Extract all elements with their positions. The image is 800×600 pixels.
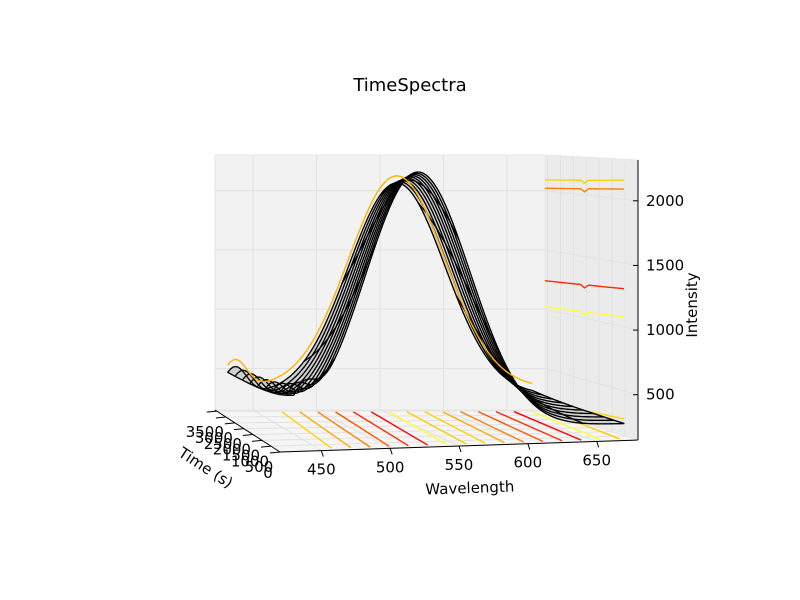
- x-tick-label: 500: [376, 458, 405, 476]
- y-tick-mark: [260, 445, 272, 448]
- grid-line-z: [215, 190, 639, 202]
- x-tick-label: 650: [582, 451, 611, 469]
- wall-projection-line: [544, 306, 625, 318]
- floor-projection-line: [370, 411, 428, 446]
- floor-projection-line: [317, 411, 371, 448]
- y-tick-label: 2000: [213, 441, 251, 459]
- y-tick-label: 3000: [195, 429, 233, 447]
- surface-cross-line: [227, 371, 294, 397]
- x-tick-mark: [527, 443, 531, 450]
- y-tick-mark: [242, 434, 253, 436]
- floor-projection-line: [281, 411, 333, 449]
- z-tick-label: 1500: [646, 256, 684, 274]
- floor-projection-line: [424, 411, 486, 444]
- z-tick-label: 1000: [646, 321, 684, 339]
- x-tick-mark: [596, 441, 600, 448]
- floor-projection-line: [299, 411, 352, 449]
- chart-title: TimeSpectra: [352, 75, 466, 96]
- surface: [226, 171, 625, 425]
- y-tick-label: 2500: [204, 435, 242, 453]
- x-tick-mark: [389, 448, 393, 455]
- wall-projection-line: [544, 179, 625, 185]
- z-tick-label: 500: [646, 386, 675, 404]
- y-tick-mark: [269, 451, 281, 454]
- x-tick-mark: [320, 450, 324, 457]
- x-tick-label: 550: [445, 456, 474, 474]
- floor-projection-line: [352, 411, 409, 447]
- floor-projection-line: [335, 411, 390, 447]
- y-tick-mark: [233, 428, 244, 431]
- y-tick-mark: [215, 416, 226, 419]
- y-tick-label: 1000: [231, 452, 269, 470]
- y-tick-mark: [206, 410, 217, 413]
- floor-projection-line: [442, 411, 505, 444]
- right-pane: [544, 154, 639, 441]
- floor-projection-line: [495, 410, 563, 442]
- wall-projection-line: [544, 187, 625, 193]
- surface-back-edge: [227, 175, 533, 385]
- wall-projection-line: [544, 280, 625, 290]
- surface-cross-line: [303, 242, 377, 363]
- floor-projection-line: [388, 411, 448, 446]
- floor-projection-line: [531, 410, 601, 441]
- floor-projection-line: [406, 411, 467, 445]
- surface-cross-line: [379, 178, 460, 241]
- grid-line-z: [215, 249, 639, 266]
- grid-line-z: [215, 308, 639, 331]
- floor-projection-line: [460, 411, 524, 443]
- y-tick-mark: [224, 422, 235, 425]
- grid-line-y: [261, 160, 613, 441]
- y-tick-label: 1500: [222, 447, 260, 465]
- x-tick-mark: [458, 445, 462, 453]
- z-axis-label: Intensity: [683, 272, 701, 337]
- surface-cross-line: [265, 357, 336, 393]
- z-tick-label: 2000: [646, 192, 684, 210]
- floor-projection-lines: [281, 410, 620, 449]
- x-tick-label: 600: [514, 454, 543, 472]
- floor-projection-line: [477, 410, 544, 443]
- z-axis-ticks: 500 1000 1500 2000: [633, 192, 684, 404]
- y-tick-label: 0: [263, 464, 273, 482]
- surface-cross-line: [493, 366, 584, 424]
- x-tick-label: 450: [307, 461, 336, 479]
- x-axis-ticks: 450 500 550 600 650: [307, 441, 611, 479]
- surface-cross-line: [532, 389, 625, 425]
- grid-line-y: [270, 161, 626, 447]
- y-tick-label: 3500: [186, 423, 224, 441]
- y-tick-mark: [251, 439, 262, 442]
- surface-cross-line: [417, 202, 501, 354]
- x-axis-label: Wavelength: [425, 477, 515, 498]
- y-tick-label: 500: [245, 458, 274, 476]
- floor-projection-line: [513, 410, 582, 441]
